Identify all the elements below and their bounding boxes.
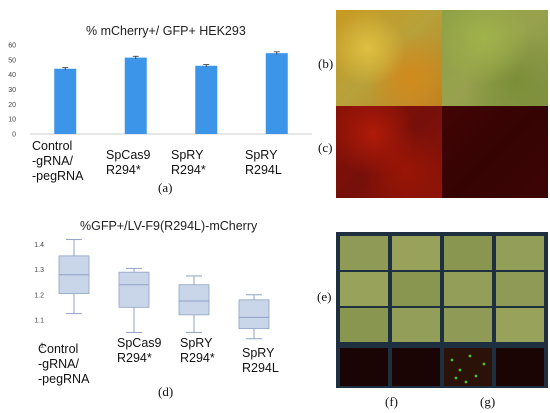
chart-d-box-3 [239, 300, 269, 329]
grid-red-tile-0 [340, 348, 388, 386]
chart-d-category-2: SpRY R294* [180, 336, 215, 366]
panel-label-g: (g) [480, 394, 495, 410]
panel-label-e: (e) [317, 289, 331, 305]
panel-label-d: (d) [158, 384, 173, 400]
micrograph-c-dark [442, 106, 548, 198]
chart-d-ytick-3: 1.3 [34, 267, 44, 274]
grid-speck-0 [451, 359, 454, 362]
grid-tile-1-1 [392, 272, 440, 306]
grid-speck-6 [465, 381, 468, 384]
chart-d-ytick-1: 1.1 [34, 317, 44, 324]
grid-speck-2 [469, 355, 472, 358]
panel-label-f: (f) [385, 394, 398, 410]
panel-label-c: (c) [318, 140, 332, 156]
grid-tile-1-3 [496, 272, 544, 306]
chart-d-box-1 [119, 272, 149, 307]
grid-red-tile-3 [496, 348, 544, 386]
chart-d-box-2 [179, 285, 209, 315]
grid-red-tile-2 [444, 348, 492, 386]
chart-d-category-0: Control -gRNA/-pegRNA [38, 342, 89, 387]
grid-speck-5 [455, 377, 458, 380]
grid-tile-2-2 [444, 308, 492, 342]
grid-tile-2-3 [496, 308, 544, 342]
micrograph-c-red [336, 106, 442, 198]
grid-tile-2-1 [392, 308, 440, 342]
grid-tile-0-2 [444, 236, 492, 270]
chart-d-category-1: SpCas9 R294* [117, 336, 161, 366]
grid-red-tile-1 [392, 348, 440, 386]
panel-label-b: (b) [318, 56, 333, 72]
grid-tile-0-1 [392, 236, 440, 270]
chart-d-category-3: SpRY R294L [242, 346, 279, 376]
micrograph-grid-e [336, 232, 548, 388]
grid-tile-0-0 [340, 236, 388, 270]
grid-tile-1-0 [340, 272, 388, 306]
grid-tile-0-3 [496, 236, 544, 270]
grid-speck-3 [475, 375, 478, 378]
grid-tile-2-0 [340, 308, 388, 342]
grid-speck-1 [459, 369, 462, 372]
grid-speck-4 [483, 363, 486, 366]
chart-d-ytick-2: 1.2 [34, 292, 44, 299]
micrograph-b-merge [336, 10, 442, 106]
chart-d-ytick-4: 1.4 [34, 242, 44, 249]
micrograph-b-green [442, 10, 548, 106]
grid-tile-1-2 [444, 272, 492, 306]
